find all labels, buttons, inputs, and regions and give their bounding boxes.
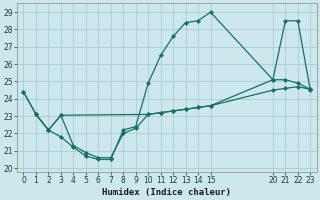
- X-axis label: Humidex (Indice chaleur): Humidex (Indice chaleur): [102, 188, 231, 197]
